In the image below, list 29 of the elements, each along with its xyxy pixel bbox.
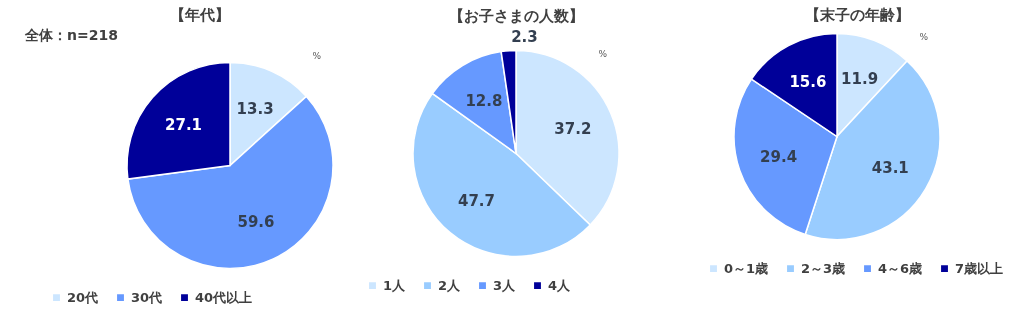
chart-title: 【お子さまの人数】: [448, 6, 584, 25]
data-label: 15.6: [789, 72, 827, 91]
data-label: 11.9: [841, 69, 879, 88]
legend-label: 2～3歳: [801, 260, 846, 276]
legend-label: 2人: [438, 277, 462, 293]
legend-label: 1人: [383, 277, 407, 293]
data-label: 2.3: [511, 27, 538, 46]
legend-label: 4～6歳: [878, 260, 923, 276]
chart-title: 【末子の年齢】: [804, 6, 910, 24]
data-label: 13.3: [236, 100, 274, 119]
legend-label: 40代以上: [195, 289, 253, 305]
text: %: [312, 50, 322, 61]
data-label: 29.4: [760, 147, 798, 166]
data-label: 59.6: [237, 212, 275, 231]
legend-label: 7歳以上: [955, 260, 1004, 276]
chart-title: 【年代】: [170, 6, 230, 24]
text: %: [598, 48, 608, 59]
legend-label: 0～1歳: [724, 260, 769, 276]
data-label: 43.1: [871, 158, 909, 177]
text: 全体：n=218: [24, 27, 118, 43]
legend-label: 3人: [493, 277, 517, 293]
legend-label: 20代: [67, 289, 99, 305]
data-label: 47.7: [457, 191, 495, 210]
data-label: 27.1: [165, 115, 203, 134]
data-label: 12.8: [465, 91, 503, 110]
legend-label: 30代: [131, 289, 163, 305]
legend-label: 4人: [548, 277, 572, 293]
text: %: [919, 31, 929, 42]
data-label: 37.2: [554, 120, 592, 139]
